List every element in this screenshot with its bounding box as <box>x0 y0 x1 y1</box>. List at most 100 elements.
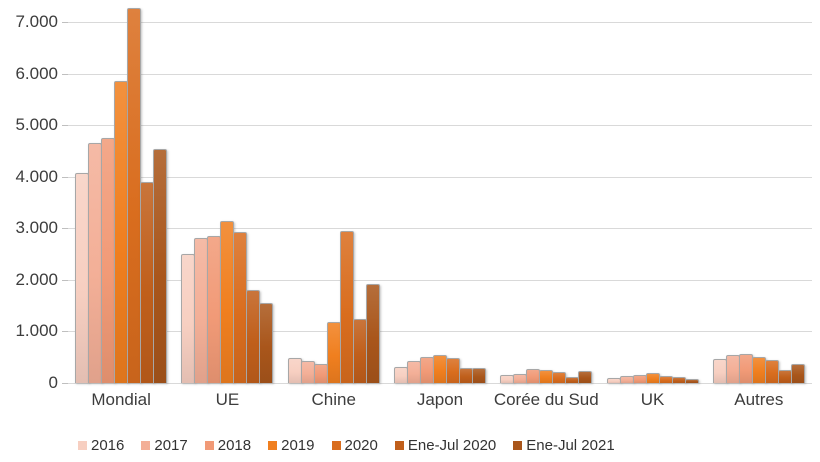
gridline <box>68 383 812 384</box>
bar <box>632 374 647 383</box>
bar <box>140 182 155 383</box>
legend-swatch <box>394 441 404 450</box>
legend-item: Ene-Jul 2020 <box>394 437 497 454</box>
bar <box>578 371 593 383</box>
x-axis-label: UE <box>215 390 240 409</box>
bar <box>326 321 341 383</box>
bar <box>432 355 447 383</box>
bar <box>88 142 103 383</box>
legend-swatch <box>268 441 278 450</box>
bar <box>445 357 460 383</box>
legend-label: 2016 <box>91 437 125 454</box>
bar <box>419 357 434 383</box>
x-axis-label: Chine <box>311 390 356 409</box>
bar <box>606 377 621 383</box>
bar <box>114 80 129 383</box>
legend-swatch <box>141 441 151 450</box>
bar <box>313 363 328 383</box>
gridline <box>68 228 812 230</box>
x-axis-label: Autres <box>734 390 784 409</box>
y-axis-tick-mark <box>62 176 68 178</box>
bar <box>764 359 779 383</box>
legend-item: 2020 <box>331 437 378 454</box>
bar-group <box>706 8 812 383</box>
gridline <box>68 331 812 333</box>
x-axis-label: UK <box>640 390 665 409</box>
legend-label: Ene-Jul 2020 <box>407 437 497 454</box>
y-tick-label: 1.000 <box>15 321 58 341</box>
y-axis-tick-mark <box>62 279 68 281</box>
bar <box>233 232 248 383</box>
legend-swatch <box>204 441 214 450</box>
bar <box>220 220 235 383</box>
y-axis-tick-mark <box>62 21 68 23</box>
y-axis-tick-mark <box>62 228 68 230</box>
legend-label: 2020 <box>344 437 378 454</box>
bar-group <box>281 8 387 383</box>
bar <box>339 231 354 383</box>
gridline <box>68 73 812 75</box>
legend-item: 2017 <box>141 437 188 454</box>
legend-label: 2018 <box>217 437 252 454</box>
y-tick-label: 7.000 <box>15 11 58 31</box>
bar <box>127 8 142 383</box>
bar <box>712 359 727 383</box>
x-axis-label: Corée du Sud <box>493 390 599 409</box>
legend-label: Ene-Jul 2021 <box>526 437 615 454</box>
legend-swatch <box>331 441 341 450</box>
bar <box>246 290 261 383</box>
legend-item: 2018 <box>204 437 252 454</box>
bar-group <box>493 8 599 383</box>
bar <box>645 372 660 383</box>
bar-group <box>174 8 280 383</box>
bar <box>207 236 222 383</box>
bar <box>471 368 486 383</box>
bar-group <box>387 8 493 383</box>
bar <box>513 373 528 383</box>
bar <box>393 366 408 383</box>
bar <box>181 254 196 383</box>
bar <box>365 284 380 383</box>
y-axis-tick-mark <box>62 383 68 384</box>
y-axis-tick-mark <box>62 73 68 75</box>
gridline <box>68 21 812 23</box>
bar <box>751 357 766 383</box>
legend-swatch <box>513 441 523 450</box>
bar <box>671 377 686 383</box>
y-tick-label: 2.000 <box>15 269 58 289</box>
bar <box>684 378 699 383</box>
bar <box>287 358 302 383</box>
bar <box>565 377 580 383</box>
legend-label: 2019 <box>281 437 315 454</box>
bar <box>406 360 421 383</box>
legend-label: 2017 <box>154 437 188 454</box>
bar <box>658 375 673 383</box>
bar <box>526 368 541 383</box>
y-axis-tick-mark <box>62 331 68 333</box>
bar <box>101 138 116 383</box>
bar <box>777 370 792 383</box>
bar <box>75 173 90 383</box>
y-tick-label: 4.000 <box>15 166 58 186</box>
x-axis-label: Mondial <box>91 390 151 409</box>
y-tick-label: 6.000 <box>15 63 58 83</box>
bar <box>619 376 634 383</box>
bar <box>153 148 168 383</box>
bar <box>725 355 740 383</box>
gridline <box>68 279 812 281</box>
bar <box>738 353 753 383</box>
bar-group <box>599 8 705 383</box>
legend-swatch <box>78 441 87 450</box>
bar <box>194 238 209 383</box>
bar <box>300 361 315 383</box>
bar <box>552 371 567 383</box>
bar <box>790 363 805 383</box>
y-axis-tick-mark <box>62 125 68 127</box>
gridline <box>68 176 812 178</box>
legend-item: 2016 <box>78 437 124 454</box>
x-axis-labels: Mondial UE Chine Japon Corée du Sud UK Autres <box>68 390 812 410</box>
bar <box>458 367 473 383</box>
bar-group <box>68 8 174 383</box>
y-tick-label: 0 <box>48 373 58 392</box>
